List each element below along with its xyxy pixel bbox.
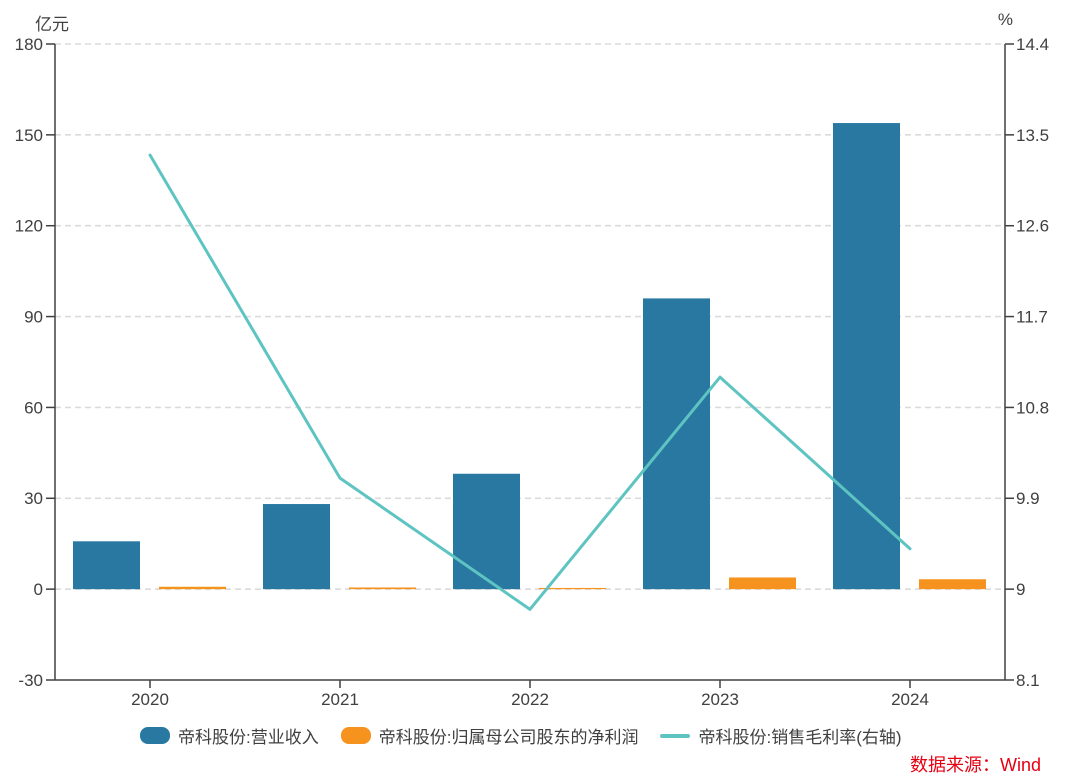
right-axis-unit-label: % (997, 10, 1013, 29)
plot-area: 180 150 120 90 60 30 0 -30 14.4 13.5 12.6 11.7 10.8 9… (15, 35, 1049, 709)
legend-swatch-line (660, 733, 691, 738)
legend-item: 帝科股份:销售毛利率(右轴) (660, 723, 902, 748)
right-axis-tick-label: 14.4 (1016, 35, 1049, 54)
right-axis-tick-label: 9 (1016, 580, 1025, 599)
axes: 180 150 120 90 60 30 0 -30 14.4 13.5 12.6 11.7 10.8 9… (15, 35, 1049, 709)
margin-line (148, 153, 912, 611)
profit-bar (159, 586, 226, 590)
legend-label: 帝科股份:营业收入 (178, 728, 319, 747)
x-axis-label: 2024 (891, 690, 929, 709)
legend-item: 帝科股份:归属母公司股东的净利润 (340, 723, 639, 748)
legend-swatch-bar (140, 727, 170, 744)
left-axis-tick-label: 90 (24, 308, 43, 327)
left-axis-tick-label: 120 (15, 217, 43, 236)
profit-bar (349, 587, 416, 590)
right-axis-tick-label: 8.1 (1016, 671, 1040, 690)
profit-bar (539, 587, 606, 590)
profit-bars (159, 577, 986, 590)
legend-item: 帝科股份:营业收入 (140, 723, 319, 748)
revenue-bars (73, 123, 900, 590)
revenue-bar (833, 123, 900, 590)
source-note: 数据来源：Wind (909, 755, 1041, 775)
revenue-bar (263, 504, 330, 590)
right-axis-tick-label: 13.5 (1016, 126, 1049, 145)
right-axis-tick-label: 9.9 (1016, 489, 1040, 508)
revenue-bar (643, 298, 710, 590)
left-axis-tick-label: 30 (24, 489, 43, 508)
revenue-bar (73, 541, 140, 590)
legend-label: 帝科股份:销售毛利率(右轴) (698, 728, 902, 747)
profit-bar (729, 577, 796, 590)
legend-swatch-bar (340, 727, 371, 744)
legend-label: 帝科股份:归属母公司股东的净利润 (378, 728, 639, 747)
right-axis-tick-label: 11.7 (1016, 308, 1048, 327)
x-axis-label: 2023 (701, 690, 739, 709)
profit-bar (919, 579, 986, 590)
left-axis-tick-label: 150 (15, 126, 43, 145)
left-axis-tick-label: 0 (34, 580, 43, 599)
left-axis-tick-label: 180 (15, 35, 43, 54)
revenue-bar (453, 473, 520, 590)
right-axis-tick-label: 12.6 (1016, 217, 1049, 236)
left-axis-tick-label: 60 (24, 398, 43, 417)
legend: 帝科股份:营业收入 帝科股份:归属母公司股东的净利润 帝科股份:销售毛利率(右轴) (140, 723, 902, 748)
right-axis-tick-label: 10.8 (1016, 398, 1049, 417)
x-axis-label: 2021 (321, 690, 359, 709)
left-axis-tick-label: -30 (18, 671, 43, 690)
x-axis-label: 2022 (511, 690, 549, 709)
x-axis-label: 2020 (131, 690, 169, 709)
left-axis-unit-label: 亿元 (35, 15, 69, 34)
